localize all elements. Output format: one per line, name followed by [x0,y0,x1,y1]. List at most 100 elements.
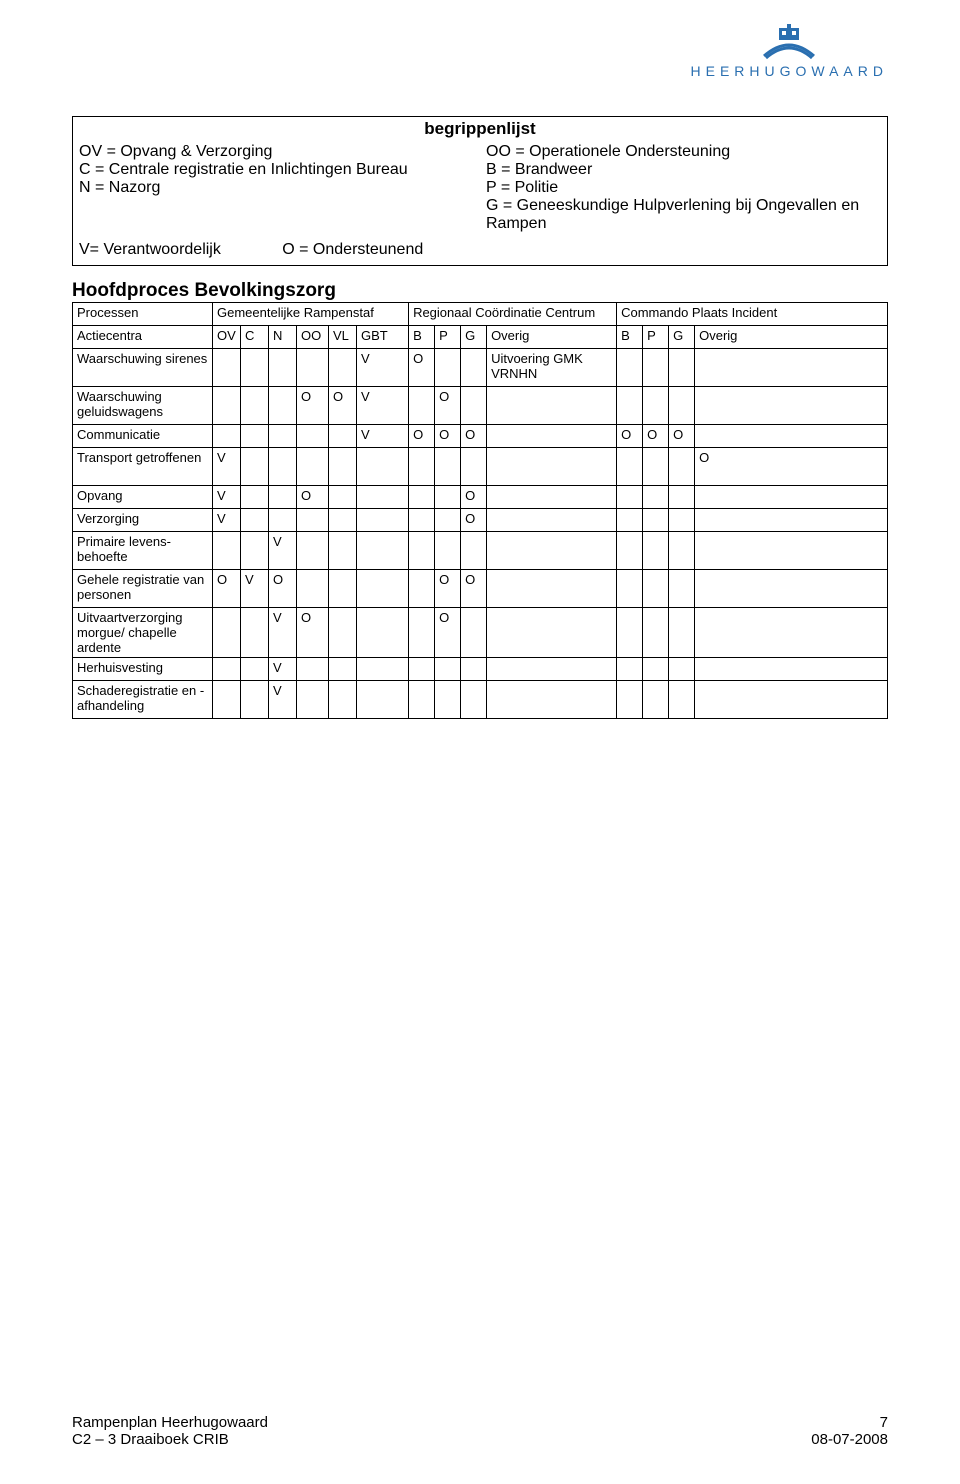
row-2-g2-1: O [435,425,461,448]
legend-title: begrippenlijst [73,117,888,142]
row-0-g1-2 [269,349,297,387]
row-9-g1-3 [297,658,329,681]
row-10-g1-0 [213,681,241,719]
row-10-g1-1 [241,681,269,719]
row-7-g1-3 [297,570,329,608]
row-5-g3-1 [643,509,669,532]
row-0-g2-3: Uitvoering GMK VRNHN [487,349,617,387]
row-10-g2-1 [435,681,461,719]
row-10-g1-3 [297,681,329,719]
sub-g2-0: B [409,326,435,349]
row-10-g1-5 [357,681,409,719]
row-4-g2-3 [487,486,617,509]
row-7-g3-2 [669,570,695,608]
sub-g1-1: C [241,326,269,349]
row-2-g3-0: O [617,425,643,448]
footer-left-1: Rampenplan Heerhugowaard [72,1414,268,1431]
sub-g1-0: OV [213,326,241,349]
row-10-g3-3 [695,681,888,719]
row-6-g3-0 [617,532,643,570]
row-4-g1-4 [329,486,357,509]
row-6-g1-5 [357,532,409,570]
row-4-g2-1 [435,486,461,509]
row-8-g3-1 [643,608,669,658]
row-8-label: Uitvaartverzorging morgue/ chapelle arde… [73,608,213,658]
row-5-g2-0 [409,509,435,532]
row-3-g1-2 [269,448,297,486]
row-3-g1-0: V [213,448,241,486]
row-2-g2-0: O [409,425,435,448]
row-8-g1-1 [241,608,269,658]
row-3-g3-2 [669,448,695,486]
row-2-g1-2 [269,425,297,448]
row-10-g2-0 [409,681,435,719]
row-6-g2-2 [461,532,487,570]
row-5-g3-3 [695,509,888,532]
row-10-g1-4 [329,681,357,719]
row-6-g3-2 [669,532,695,570]
row-9-g3-3 [695,658,888,681]
row-0-g3-0 [617,349,643,387]
row-1-g3-0 [617,387,643,425]
row-5-g2-2: O [461,509,487,532]
footer-right-2: 08-07-2008 [811,1431,888,1448]
row-5-label: Verzorging [73,509,213,532]
row-1-g1-1 [241,387,269,425]
group-1: Gemeentelijke Rampenstaf [213,303,409,326]
row-6-g1-2: V [269,532,297,570]
row-3-g1-5 [357,448,409,486]
sub-g2-1: P [435,326,461,349]
section-title: Hoofdproces Bevolkingszorg [72,280,888,302]
row-10-g3-0 [617,681,643,719]
legend-right-0: OO = Operationele Ondersteuning [486,143,881,161]
brand-logo: HEERHUGOWAARD [691,24,889,79]
row-8-g1-0 [213,608,241,658]
row-8-g2-0 [409,608,435,658]
row-4-g2-0 [409,486,435,509]
row-0-g3-1 [643,349,669,387]
row-1-g2-1: O [435,387,461,425]
row-1-g1-4: O [329,387,357,425]
row-7-g2-2: O [461,570,487,608]
row-0-g1-5: V [357,349,409,387]
row-0-g1-4 [329,349,357,387]
row-1-g2-2 [461,387,487,425]
row-9-g1-2: V [269,658,297,681]
row-4-g1-3: O [297,486,329,509]
row-7-g3-1 [643,570,669,608]
row-1-g3-3 [695,387,888,425]
row-1-g3-1 [643,387,669,425]
row-0-g3-2 [669,349,695,387]
row-10-g3-1 [643,681,669,719]
row-2-g2-3 [487,425,617,448]
row-7-g1-5 [357,570,409,608]
row-9-g1-4 [329,658,357,681]
sub-g1-4: VL [329,326,357,349]
row-2-g2-2: O [461,425,487,448]
row-8-g2-2 [461,608,487,658]
row-4-g1-0: V [213,486,241,509]
row-8-g1-2: V [269,608,297,658]
row-5-g3-2 [669,509,695,532]
row-9-g1-0 [213,658,241,681]
legend-right-1: B = Brandweer [486,161,881,179]
row-5-g1-3 [297,509,329,532]
row-6-g2-1 [435,532,461,570]
row-9-g2-0 [409,658,435,681]
row-4-g1-2 [269,486,297,509]
row-9-g3-0 [617,658,643,681]
row-3-g2-1 [435,448,461,486]
row-7-label: Gehele registratie van personen [73,570,213,608]
row-1-g1-3: O [297,387,329,425]
row-6-g1-1 [241,532,269,570]
row-2-label: Communicatie [73,425,213,448]
row-7-g1-0: O [213,570,241,608]
row-2-g1-5: V [357,425,409,448]
matrix-table: Processen Gemeentelijke Rampenstaf Regio… [72,302,888,719]
row-2-g1-1 [241,425,269,448]
row-4-g3-2 [669,486,695,509]
row-8-g3-3 [695,608,888,658]
row-6-g3-1 [643,532,669,570]
legend-right-3: G = Geneeskundige Hulpverlening bij Onge… [486,197,881,233]
row-6-g2-0 [409,532,435,570]
